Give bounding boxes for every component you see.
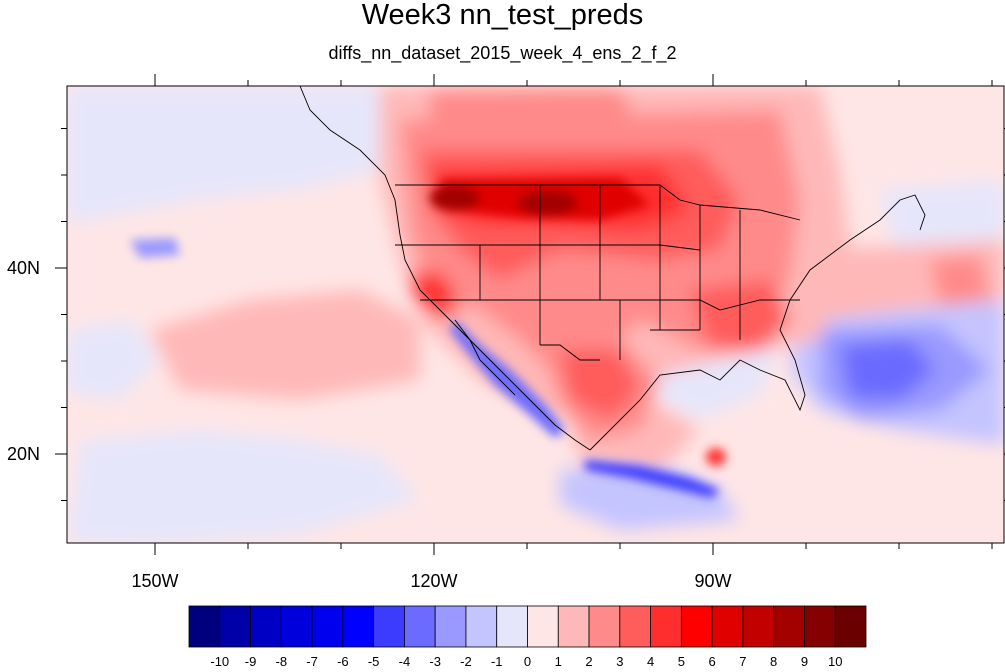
colorbar-label: 2: [585, 654, 593, 669]
colorbar-swatch: [280, 605, 313, 648]
colorbar-label: 9: [800, 654, 809, 669]
colorbar-label: -2: [460, 654, 472, 669]
colorbar-label: 7: [739, 654, 747, 669]
colorbar-swatch: [342, 605, 375, 648]
colorbar-label: 4: [646, 654, 655, 669]
colorbar-label: -3: [429, 654, 441, 669]
lat-tick-label: 20N: [6, 444, 40, 464]
colorbar-swatch: [834, 605, 867, 648]
colorbar-swatch: [557, 605, 590, 648]
colorbar-label: 8: [770, 654, 778, 669]
lon-tick-label: 150W: [131, 571, 179, 591]
colorbar-label: 0: [523, 654, 532, 669]
colorbar-label: 5: [677, 654, 685, 669]
colorbar-label: 10: [827, 654, 843, 669]
colorbar-label: 3: [616, 654, 624, 669]
colorbar-swatch: [404, 605, 436, 648]
colorbar-swatch: [465, 605, 498, 648]
colorbar-label: -9: [244, 654, 257, 669]
coastlines: [299, 86, 926, 451]
colorbar: [188, 605, 867, 648]
colorbar-swatch: [773, 605, 805, 648]
colorbar-label: 6: [708, 654, 716, 669]
colorbar-label: -10: [210, 654, 230, 669]
colorbar-swatch: [311, 605, 344, 648]
colorbar-swatch: [619, 605, 651, 648]
lat-tick-label: 40N: [6, 258, 40, 278]
colorbar-label: 1: [554, 654, 562, 669]
colorbar-swatch: [434, 605, 467, 648]
colorbar-swatch: [804, 605, 836, 648]
colorbar-swatch: [250, 605, 282, 648]
colorbar-swatch: [742, 605, 775, 648]
colorbar-label: -4: [398, 654, 411, 669]
colorbar-label: -6: [337, 654, 349, 669]
anomaly-field: [67, 86, 1004, 543]
colorbar-swatch: [188, 605, 221, 648]
colorbar-swatch: [588, 605, 621, 648]
colorbar-swatch: [373, 605, 405, 648]
lon-tick-label: 90W: [694, 571, 732, 591]
colorbar-swatch: [219, 605, 251, 648]
colorbar-label: -7: [306, 654, 318, 669]
map-title: Week3 nn_test_preds: [361, 0, 644, 31]
colorbar-swatch: [650, 605, 682, 648]
colorbar-label: -8: [275, 654, 288, 669]
colorbar-swatch: [496, 605, 528, 648]
map-subtitle: diffs_nn_dataset_2015_week_4_ens_2_f_2: [328, 43, 677, 63]
colorbar-swatch: [711, 605, 744, 648]
colorbar-swatch: [680, 605, 713, 648]
colorbar-label: -5: [367, 654, 380, 669]
lon-tick-label: 120W: [410, 571, 458, 591]
colorbar-swatch: [527, 605, 559, 648]
colorbar-label: -1: [490, 654, 503, 669]
axis-ticks: [55, 74, 1005, 555]
